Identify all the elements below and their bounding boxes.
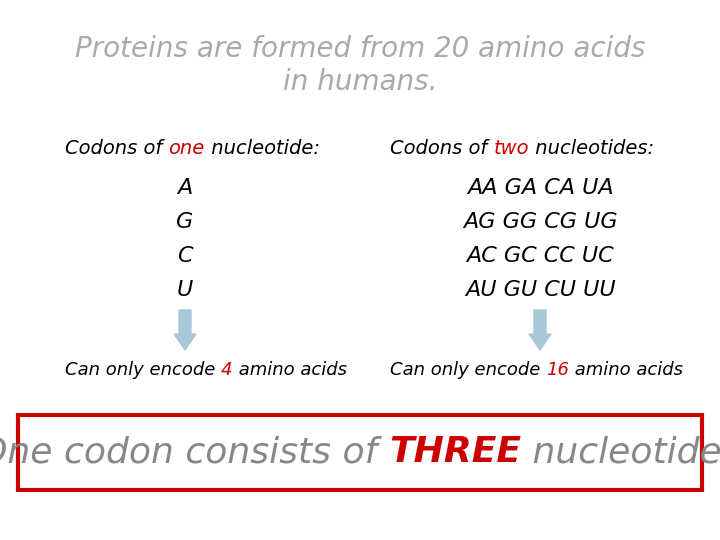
Text: nucleotide:: nucleotide: <box>204 138 320 158</box>
FancyArrow shape <box>174 310 196 350</box>
FancyArrow shape <box>529 310 551 350</box>
Text: AG GG CG UG: AG GG CG UG <box>463 212 617 232</box>
Text: nucleotides: nucleotides <box>521 435 720 469</box>
Text: G: G <box>176 212 194 232</box>
Text: amino acids: amino acids <box>233 361 346 379</box>
Text: C: C <box>177 246 193 266</box>
Text: in humans.: in humans. <box>283 68 437 96</box>
Bar <box>18 415 702 490</box>
Text: Codons of: Codons of <box>390 138 493 158</box>
Text: two: two <box>493 138 529 158</box>
Text: AA GA CA UA: AA GA CA UA <box>467 178 613 198</box>
Text: one: one <box>168 138 204 158</box>
Text: 16: 16 <box>546 361 569 379</box>
Text: amino acids: amino acids <box>569 361 683 379</box>
Text: A: A <box>177 178 193 198</box>
Text: Can only encode: Can only encode <box>390 361 546 379</box>
Text: AC GC CC UC: AC GC CC UC <box>466 246 614 266</box>
Text: THREE: THREE <box>389 435 521 469</box>
Text: nucleotides:: nucleotides: <box>529 138 654 158</box>
Text: Can only encode: Can only encode <box>65 361 221 379</box>
Text: U: U <box>177 280 193 300</box>
Text: Codons of: Codons of <box>65 138 168 158</box>
Text: Proteins are formed from 20 amino acids: Proteins are formed from 20 amino acids <box>75 35 645 63</box>
Text: AU GU CU UU: AU GU CU UU <box>464 280 616 300</box>
Text: One codon consists of: One codon consists of <box>0 435 389 469</box>
Text: 4: 4 <box>221 361 233 379</box>
